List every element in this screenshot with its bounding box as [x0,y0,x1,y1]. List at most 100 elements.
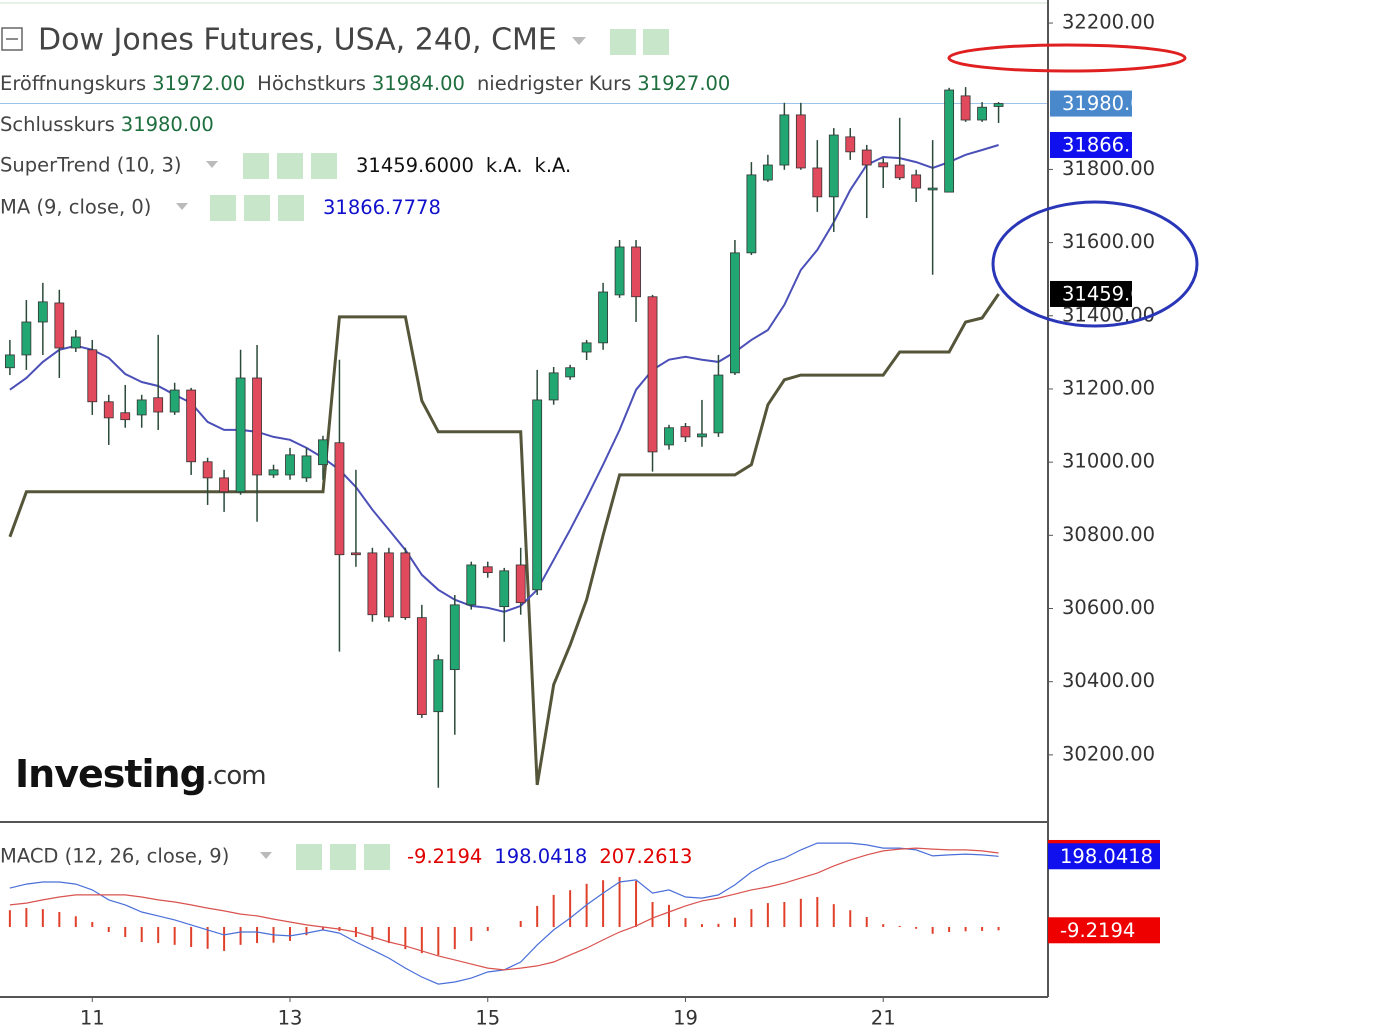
remove-icon[interactable] [364,844,390,870]
candle-body [680,426,691,438]
candle-body [697,433,707,438]
x-tick-label: 13 [278,1007,303,1030]
candle-body [746,174,757,254]
y-tick-label: 31600.00 [1062,230,1155,253]
candle-body [400,552,411,619]
candle-body [581,342,592,353]
macd-badge [1048,917,1160,944]
dropdown[interactable] [260,852,272,859]
price-badge-label: 31459.60 [1062,282,1155,305]
collapse-icon[interactable] [1,27,23,51]
candle-body [252,377,262,476]
x-tick-label: 19 [673,1007,698,1030]
gear-icon[interactable] [244,195,270,221]
watermark: Investing.com [15,752,266,796]
ohlc-value: 31972.00 [152,72,245,95]
candle-body [565,367,576,378]
candle-body [120,412,131,421]
candle-body [845,136,856,153]
candle-body [894,164,905,179]
candle-body [449,604,460,671]
x-tick-label: 11 [80,1007,105,1030]
macd-badge [1048,843,1160,870]
supertrend-value: 31459.6000 [356,154,474,177]
macd-legend-value: -9.2194 [407,845,482,868]
candle-body [235,377,246,493]
candle-body [318,439,328,466]
indicator-line [8,293,1000,786]
y-tick-label: 31200.00 [1062,376,1155,399]
candle-body [54,302,65,349]
gear-icon[interactable] [643,29,669,55]
eye-icon[interactable] [610,29,636,55]
candle-body [515,564,526,604]
candle-body [779,114,790,166]
candle-body [614,246,625,296]
eye-icon[interactable] [296,844,322,870]
close-legend: Schlusskurs 31980.00 [0,113,214,136]
supertrend-legend-name: SuperTrend (10, 3) [0,154,182,177]
ma-value: 31866.7778 [323,196,441,219]
candle-body [351,552,361,556]
candle-body [730,252,740,374]
candle-body [944,89,955,193]
ohlc-label: niedrigster Kurs [477,72,631,95]
gear-icon[interactable] [330,844,356,870]
price-badge [1050,280,1132,307]
candle-body [631,246,641,298]
candle-body [87,349,98,403]
legend: Dow Jones Futures, USA, 240, CME Eröffnu… [0,23,730,870]
macd-line [9,847,999,971]
ohlc-value: 31927.00 [637,72,730,95]
x-tick-label: 21 [871,1007,896,1030]
ohlc-legend: Eröffnungskurs 31972.00 Höchstkurs 31984.00… [0,72,730,95]
ohlc-label: Schlusskurs [0,113,115,136]
price-badge [1050,131,1132,158]
candle-body [136,399,147,416]
macd-legend-name: MACD (12, 26, close, 9) [0,845,229,868]
axis: 32200.0031800.0031600.0031400.0031200.00… [80,11,1160,1030]
candle-body [499,570,510,608]
title-dropdown[interactable] [572,37,586,45]
candle-body [664,427,674,446]
y-tick-label: 32200.00 [1062,11,1155,34]
candle-body [383,552,394,618]
candle-body [713,374,724,434]
x-tick-label: 15 [475,1007,500,1030]
candle-body [433,659,444,713]
dropdown[interactable] [206,161,218,168]
y-tick-label: 30400.00 [1062,669,1155,692]
candle-body [285,454,295,476]
macd-plot [8,842,1000,985]
candle-body [268,469,279,476]
candle-body [103,401,114,419]
gear-icon[interactable] [277,153,303,179]
candle-body [993,103,1004,107]
candle-body [334,442,345,556]
eye-icon[interactable] [243,153,269,179]
macd-legend-value: 198.0418 [494,845,587,868]
candle-body [219,477,230,493]
supertrend-value: k.A. [535,154,572,177]
candle-body [977,106,987,121]
candle-body [153,397,164,413]
price-badge-label: 31866.78 [1062,133,1155,156]
y-tick-label: 30200.00 [1062,742,1155,765]
candle-body [762,164,773,181]
macd-values: -9.2194 198.0418 207.2613 [407,845,692,868]
ohlc-value: 31984.00 [372,72,465,95]
candle-body [795,114,806,169]
watermark-suffix: .com [206,761,266,791]
remove-icon[interactable] [311,153,337,179]
candle-body [911,174,922,189]
eye-icon[interactable] [210,195,236,221]
candle-body [21,321,32,356]
macd-legend-value: 207.2613 [599,845,692,868]
candle-body [37,301,48,323]
dropdown[interactable] [176,203,188,210]
y-tick-label: 30800.00 [1062,523,1155,546]
chart-title: Dow Jones Futures, USA, 240, CME [38,23,557,58]
ma-value: 31866.7778 [323,196,441,219]
remove-icon[interactable] [278,195,304,221]
